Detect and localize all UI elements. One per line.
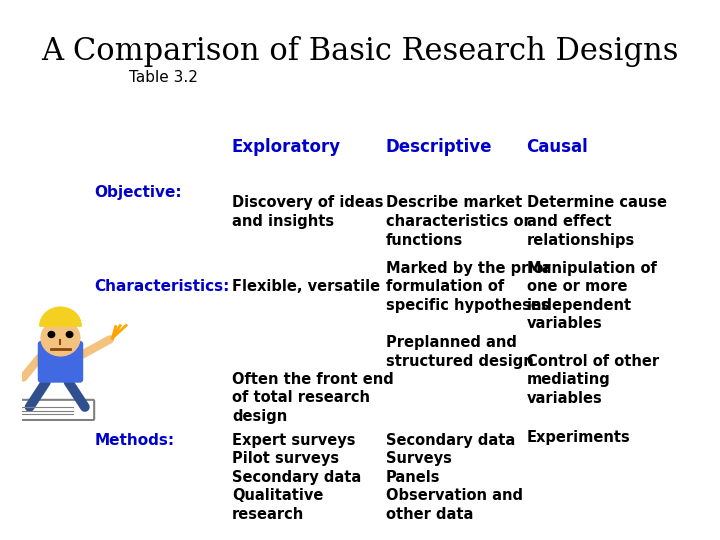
Text: Manipulation of
one or more
independent
variables

Control of other
mediating
va: Manipulation of one or more independent … — [526, 261, 659, 406]
FancyArrowPatch shape — [68, 382, 85, 407]
Text: A Comparison of Basic Research Designs: A Comparison of Basic Research Designs — [41, 37, 679, 68]
Text: Marked by the prior
formulation of
specific hypotheses

Preplanned and
structure: Marked by the prior formulation of speci… — [386, 261, 550, 369]
Text: Experiments: Experiments — [526, 430, 630, 445]
Text: Objective:: Objective: — [94, 185, 182, 200]
Text: Descriptive: Descriptive — [386, 138, 492, 156]
Wedge shape — [40, 307, 81, 326]
Text: Methods:: Methods: — [94, 433, 174, 448]
Text: Flexible, versatile




Often the front end
of total research
design: Flexible, versatile Often the front end … — [232, 279, 394, 424]
FancyBboxPatch shape — [14, 400, 94, 420]
Text: Determine cause
and effect
relationships: Determine cause and effect relationships — [526, 195, 667, 248]
Circle shape — [66, 332, 73, 338]
Circle shape — [41, 320, 80, 356]
Text: Exploratory: Exploratory — [232, 138, 341, 156]
FancyArrowPatch shape — [23, 358, 40, 377]
FancyBboxPatch shape — [38, 342, 83, 382]
FancyArrowPatch shape — [30, 382, 46, 407]
Text: Characteristics:: Characteristics: — [94, 279, 230, 294]
Text: Causal: Causal — [526, 138, 588, 156]
Text: Secondary data
Surveys
Panels
Observation and
other data: Secondary data Surveys Panels Observatio… — [386, 433, 523, 522]
Text: Expert surveys
Pilot surveys
Secondary data
Qualitative
research: Expert surveys Pilot surveys Secondary d… — [232, 433, 361, 522]
Circle shape — [48, 332, 55, 338]
Text: Describe market
characteristics or
functions: Describe market characteristics or funct… — [386, 195, 531, 248]
FancyArrowPatch shape — [82, 339, 110, 355]
Text: Table 3.2: Table 3.2 — [130, 70, 198, 85]
Text: Discovery of ideas
and insights: Discovery of ideas and insights — [232, 195, 383, 229]
